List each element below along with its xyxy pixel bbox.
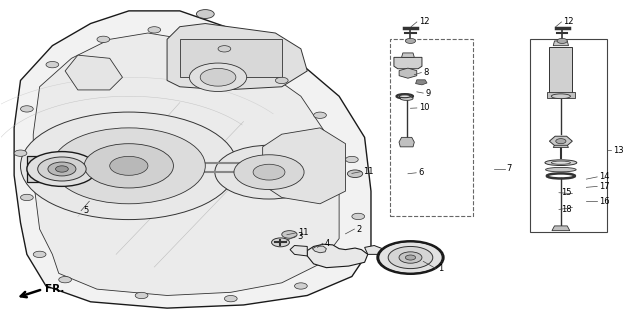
- Circle shape: [218, 46, 231, 52]
- Circle shape: [33, 251, 46, 257]
- Circle shape: [59, 277, 72, 283]
- Ellipse shape: [545, 160, 577, 166]
- Circle shape: [84, 144, 173, 188]
- Text: 1: 1: [438, 264, 443, 273]
- Circle shape: [234, 155, 304, 189]
- Polygon shape: [553, 41, 568, 46]
- Text: 16: 16: [599, 197, 610, 206]
- Text: 6: 6: [418, 168, 424, 177]
- Text: 15: 15: [561, 188, 572, 197]
- Text: 11: 11: [298, 228, 308, 237]
- Ellipse shape: [551, 161, 570, 164]
- Text: 5: 5: [83, 206, 88, 215]
- Text: 13: 13: [613, 145, 624, 154]
- Circle shape: [200, 69, 236, 86]
- Circle shape: [294, 283, 307, 289]
- Circle shape: [399, 252, 422, 263]
- Polygon shape: [307, 244, 368, 268]
- Circle shape: [20, 112, 237, 219]
- Circle shape: [379, 242, 442, 273]
- Polygon shape: [262, 128, 346, 204]
- Bar: [27, 156, 62, 182]
- Ellipse shape: [545, 167, 576, 172]
- Polygon shape: [33, 33, 339, 295]
- Circle shape: [556, 139, 566, 144]
- Polygon shape: [399, 137, 414, 147]
- Circle shape: [225, 295, 237, 302]
- Text: FR.: FR.: [45, 284, 64, 294]
- Bar: [549, 47, 572, 96]
- Circle shape: [405, 38, 415, 43]
- Polygon shape: [14, 11, 371, 308]
- Bar: [180, 39, 282, 77]
- Circle shape: [48, 162, 76, 176]
- Circle shape: [282, 231, 297, 238]
- Circle shape: [148, 27, 161, 33]
- Polygon shape: [65, 55, 122, 90]
- Ellipse shape: [551, 94, 570, 99]
- Text: 4: 4: [324, 239, 330, 248]
- Circle shape: [346, 156, 358, 163]
- Text: 18: 18: [561, 205, 572, 214]
- Circle shape: [314, 112, 326, 118]
- Circle shape: [275, 77, 288, 84]
- Text: 12: 12: [563, 18, 574, 26]
- Text: 12: 12: [419, 18, 429, 26]
- Text: 7: 7: [507, 165, 512, 174]
- Circle shape: [97, 36, 109, 42]
- Polygon shape: [167, 24, 307, 90]
- Polygon shape: [312, 246, 326, 253]
- Circle shape: [109, 156, 148, 175]
- Text: 9: 9: [425, 89, 430, 98]
- Polygon shape: [549, 136, 572, 146]
- Text: 10: 10: [419, 103, 429, 113]
- Circle shape: [405, 255, 415, 260]
- Circle shape: [189, 63, 246, 92]
- Polygon shape: [394, 57, 422, 69]
- Circle shape: [14, 150, 27, 156]
- Polygon shape: [365, 246, 383, 254]
- Polygon shape: [401, 53, 414, 57]
- Circle shape: [38, 157, 86, 181]
- Text: 8: 8: [423, 68, 429, 77]
- Circle shape: [339, 257, 352, 264]
- Circle shape: [27, 152, 97, 186]
- Text: 11: 11: [364, 167, 374, 176]
- Bar: [547, 92, 575, 98]
- Circle shape: [56, 166, 68, 172]
- Polygon shape: [552, 226, 570, 231]
- Text: 17: 17: [599, 182, 610, 191]
- Circle shape: [348, 170, 363, 178]
- Circle shape: [20, 194, 33, 201]
- Text: 3: 3: [298, 232, 303, 241]
- Circle shape: [388, 247, 433, 269]
- Polygon shape: [399, 68, 417, 78]
- Polygon shape: [415, 80, 427, 85]
- Ellipse shape: [399, 95, 410, 98]
- Circle shape: [215, 145, 323, 199]
- Text: 2: 2: [356, 225, 362, 234]
- Circle shape: [352, 213, 365, 219]
- Circle shape: [135, 292, 148, 299]
- Circle shape: [46, 62, 59, 68]
- Circle shape: [20, 106, 33, 112]
- Circle shape: [271, 238, 289, 247]
- Circle shape: [52, 128, 205, 204]
- Circle shape: [196, 10, 214, 19]
- Polygon shape: [290, 246, 307, 256]
- Ellipse shape: [400, 97, 413, 100]
- Polygon shape: [553, 145, 568, 147]
- Circle shape: [557, 38, 567, 43]
- Text: 14: 14: [599, 172, 610, 182]
- Circle shape: [253, 164, 285, 180]
